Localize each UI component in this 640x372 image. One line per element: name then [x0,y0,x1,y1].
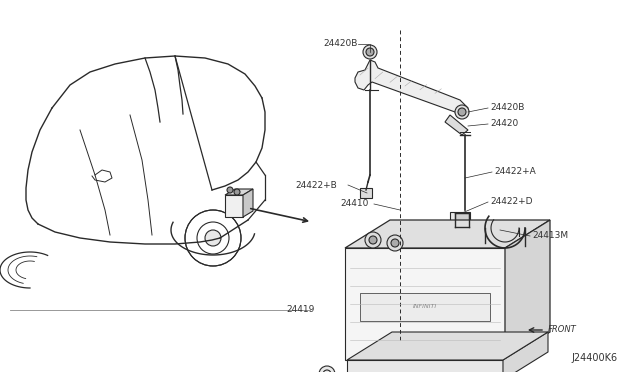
Circle shape [319,366,335,372]
Text: 24420: 24420 [490,119,518,128]
Circle shape [185,210,241,266]
Text: J24400K6: J24400K6 [572,353,618,363]
Bar [345,248,505,360]
Bar [225,195,243,217]
Text: 24422+B: 24422+B [295,180,337,189]
Text: 24410: 24410 [340,199,369,208]
Text: 24420B: 24420B [323,39,357,48]
Text: FRONT: FRONT [548,326,577,334]
Circle shape [234,189,240,195]
Bar [347,360,503,372]
Circle shape [387,235,403,251]
Polygon shape [225,189,253,195]
Bar [450,212,470,224]
Polygon shape [503,332,548,372]
Polygon shape [347,332,548,360]
Text: 24422+D: 24422+D [490,198,532,206]
Circle shape [363,45,377,59]
Polygon shape [345,220,550,248]
Polygon shape [445,115,468,135]
Circle shape [391,239,399,247]
Text: 24420B: 24420B [490,103,524,112]
Text: 24419: 24419 [287,305,315,314]
Bar [455,213,469,227]
Circle shape [366,48,374,56]
Circle shape [456,214,464,222]
Circle shape [365,232,381,248]
Bar [360,188,372,198]
Text: 24422+A: 24422+A [494,167,536,176]
Circle shape [458,108,466,116]
Circle shape [455,105,469,119]
Bar [360,293,490,321]
Polygon shape [355,60,468,118]
Text: INFINITI: INFINITI [413,305,437,310]
Polygon shape [505,220,550,360]
Text: 24413M: 24413M [532,231,568,241]
Circle shape [369,236,377,244]
Polygon shape [243,189,253,217]
Circle shape [205,230,221,246]
Circle shape [227,187,233,193]
